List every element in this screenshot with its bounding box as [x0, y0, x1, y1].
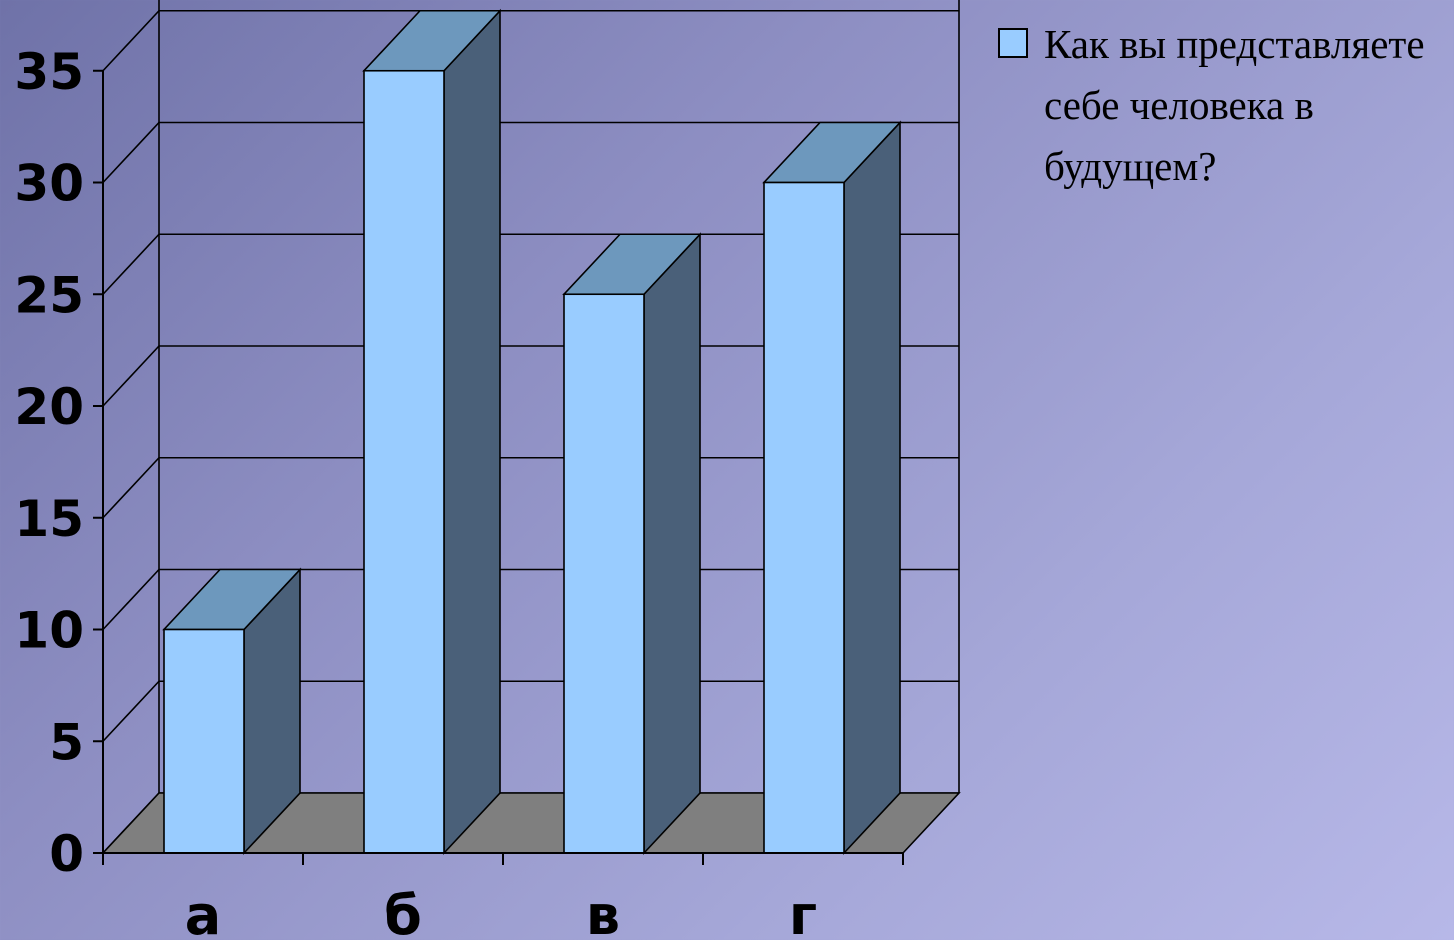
side-gridline: [102, 457, 160, 519]
axis-layer: [93, 69, 904, 865]
bar-front: [763, 181, 845, 854]
side-gridline: [102, 568, 160, 631]
y-tick-labels: 0 5 10 15 20 25 30 35: [14, 43, 84, 883]
x-tick-label: в: [586, 884, 620, 940]
side-gridline: [102, 680, 160, 742]
y-tick-label: 5: [49, 713, 84, 771]
bar-front: [363, 69, 445, 854]
bar-а: [162, 567, 302, 856]
x-tick-labels: а б в г: [185, 884, 817, 940]
legend-label: Как вы представляете себе человека в буд…: [1044, 21, 1425, 189]
bar-г: [762, 120, 902, 856]
y-tick-label: 25: [14, 266, 84, 324]
y-tick-label: 35: [14, 43, 84, 101]
bar-в: [562, 232, 702, 856]
bar-front: [563, 293, 645, 854]
bar-side: [843, 120, 901, 856]
x-tick-label: а: [185, 884, 221, 940]
legend-swatch: [998, 28, 1028, 58]
bar-б: [362, 8, 502, 856]
side-gridline: [102, 121, 160, 184]
y-tick-label: 20: [14, 378, 84, 436]
x-tick-label: б: [384, 884, 422, 940]
side-gridline: [102, 10, 160, 72]
bars-layer: [162, 8, 902, 856]
side-gridline: [102, 345, 160, 407]
bar-front: [163, 628, 245, 854]
y-tick-label: 15: [14, 490, 84, 548]
x-tick-label: г: [789, 884, 817, 940]
bar-side: [443, 8, 501, 856]
bar-side: [643, 232, 701, 856]
y-tick-label: 10: [14, 602, 84, 660]
y-tick-label: 0: [49, 825, 84, 883]
side-gridline: [102, 233, 160, 295]
y-tick-label: 30: [14, 155, 84, 213]
